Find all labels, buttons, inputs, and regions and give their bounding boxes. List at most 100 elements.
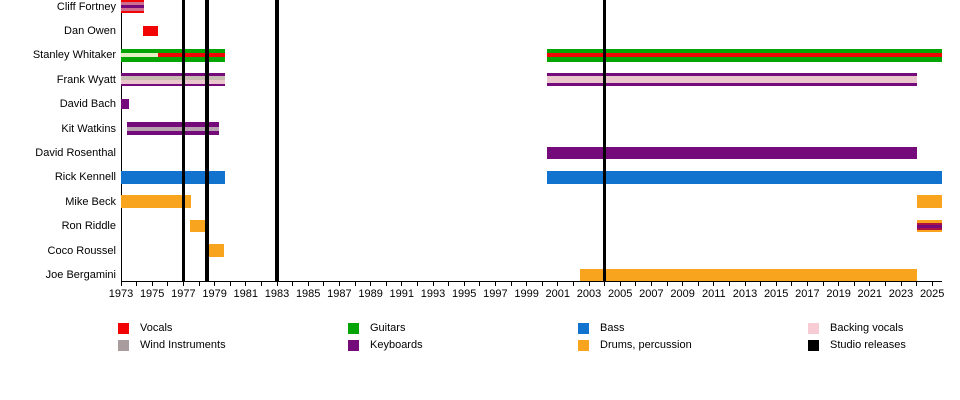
member-period-bar xyxy=(121,49,225,62)
year-tick xyxy=(572,280,575,286)
legend-swatch xyxy=(348,340,359,351)
year-tick xyxy=(884,280,887,286)
year-tick xyxy=(682,280,684,286)
member-period-bar xyxy=(189,219,206,233)
year-tick-label: 2021 xyxy=(857,288,883,300)
year-tick xyxy=(323,280,325,286)
legend-item: Guitars xyxy=(348,322,568,337)
year-tick xyxy=(307,280,309,286)
year-tick-label: 1973 xyxy=(108,288,134,300)
legend-label: Backing vocals xyxy=(830,322,904,334)
year-tick xyxy=(245,280,247,286)
bar-stripe-overlay xyxy=(157,53,225,58)
member-period-bar xyxy=(916,219,942,233)
year-tick xyxy=(292,280,294,286)
year-tick xyxy=(744,280,746,286)
year-tick xyxy=(650,280,653,286)
year-tick-label: 1991 xyxy=(389,288,415,300)
year-tick-label: 1985 xyxy=(295,288,321,300)
year-tick-label: 1977 xyxy=(171,288,196,300)
year-tick xyxy=(167,280,169,286)
legend-swatch xyxy=(808,340,819,351)
year-tick xyxy=(635,280,637,286)
bar-stripe-overlay xyxy=(127,126,220,131)
bar-stripe-overlay xyxy=(546,76,917,84)
legend-item: Bass xyxy=(578,322,798,337)
year-tick-label: 1981 xyxy=(233,288,259,300)
legend-item: Backing vocals xyxy=(808,322,960,337)
bar-stripe-overlay xyxy=(121,53,158,58)
bar-stripe-overlay xyxy=(121,4,145,9)
year-tick xyxy=(838,280,840,286)
member-period-bar xyxy=(121,73,225,86)
year-tick-label: 1993 xyxy=(420,288,446,300)
year-tick xyxy=(916,280,918,286)
year-tick xyxy=(728,280,731,286)
member-period-bar xyxy=(916,195,942,208)
year-tick-label: 2011 xyxy=(701,288,726,300)
legend-swatch xyxy=(118,340,129,351)
year-tick xyxy=(479,280,481,286)
year-tick-label: 2019 xyxy=(826,288,851,300)
year-tick xyxy=(120,280,122,286)
legend-swatch xyxy=(118,323,129,334)
legend-label: Keyboards xyxy=(370,339,423,351)
member-period-bar xyxy=(121,99,129,109)
member-period-bar xyxy=(546,171,942,184)
year-tick-label: 2007 xyxy=(639,288,664,300)
year-tick xyxy=(136,280,138,286)
year-tick xyxy=(463,280,465,286)
bar-stripe-overlay xyxy=(916,224,942,228)
bar-stripe-overlay xyxy=(546,53,942,58)
year-tick xyxy=(276,280,278,286)
year-tick-label: 1987 xyxy=(327,288,352,300)
member-name-label: Joe Bergamini xyxy=(45,268,116,281)
year-tick xyxy=(666,280,668,286)
year-tick xyxy=(494,280,497,286)
member-name-label: Rick Kennell xyxy=(54,171,116,184)
studio-release-line xyxy=(275,0,279,281)
year-tick xyxy=(760,280,762,286)
year-tick xyxy=(229,280,231,286)
legend-swatch xyxy=(808,323,819,334)
year-tick xyxy=(198,280,200,286)
member-name-label: Ron Riddle xyxy=(61,220,116,233)
studio-release-line xyxy=(205,0,209,281)
year-tick-label: 1995 xyxy=(451,288,477,300)
y-axis-line xyxy=(121,0,123,281)
year-tick xyxy=(806,280,809,286)
legend-item: Vocals xyxy=(118,322,338,337)
year-tick xyxy=(931,280,933,286)
year-tick xyxy=(619,280,621,286)
year-tick-label: 1979 xyxy=(202,288,227,300)
member-period-bar xyxy=(121,195,192,208)
year-tick-label: 2017 xyxy=(795,288,820,300)
year-tick xyxy=(338,280,341,286)
member-name-label: David Rosenthal xyxy=(35,146,116,159)
year-tick xyxy=(448,280,450,286)
member-period-bar xyxy=(127,122,220,135)
legend-label: Studio releases xyxy=(830,339,906,351)
year-tick xyxy=(791,280,793,286)
year-tick-label: 2005 xyxy=(607,288,633,300)
year-tick xyxy=(541,280,543,286)
year-tick-label: 2023 xyxy=(888,288,914,300)
member-name-label: Dan Owen xyxy=(64,24,116,37)
legend-label: Wind Instruments xyxy=(140,339,226,351)
year-tick xyxy=(260,280,263,286)
member-period-bar xyxy=(121,171,225,184)
member-period-bar xyxy=(121,0,145,13)
year-tick xyxy=(775,280,777,286)
year-tick-label: 1983 xyxy=(264,288,290,300)
year-tick-label: 2009 xyxy=(670,288,695,300)
legend-item: Studio releases xyxy=(808,339,960,354)
year-tick-label: 1975 xyxy=(139,288,165,300)
member-name-label: Frank Wyatt xyxy=(56,73,116,86)
year-tick-label: 2001 xyxy=(545,288,571,300)
year-tick xyxy=(869,280,871,286)
legend-swatch xyxy=(578,323,589,334)
member-name-label: David Bach xyxy=(59,98,116,111)
legend-item: Wind Instruments xyxy=(118,339,338,354)
year-tick xyxy=(588,280,590,286)
